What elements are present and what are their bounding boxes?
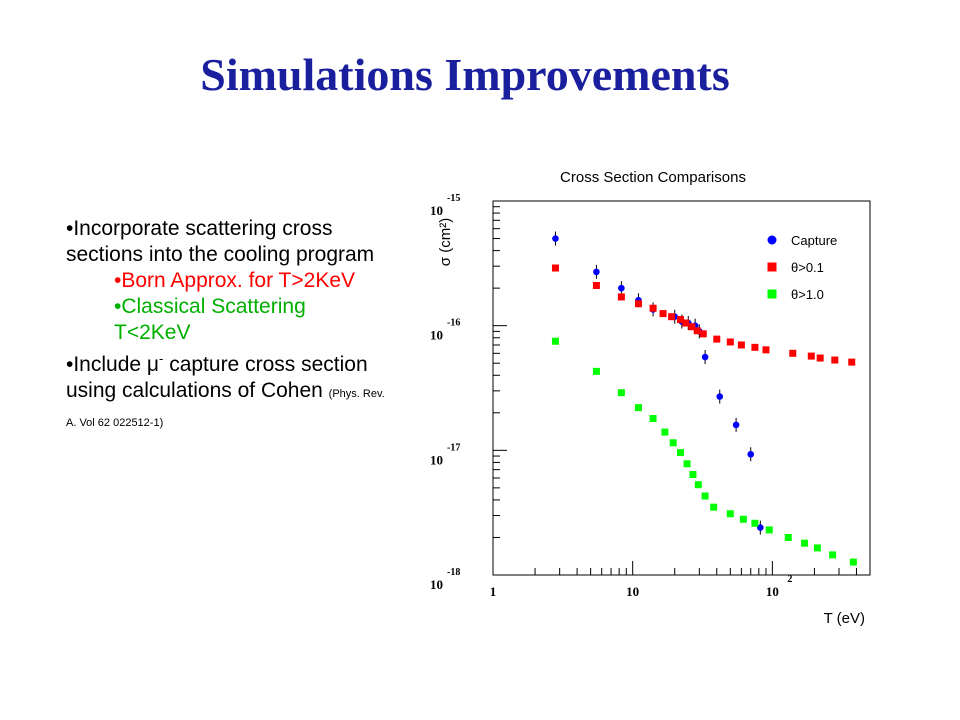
data-point-theta-0-1 [762, 346, 770, 354]
data-point-theta-0-1 [634, 300, 642, 308]
data-point-theta-1-0 [726, 510, 734, 518]
data-point-theta-0-1 [816, 354, 824, 362]
data-point-theta-1-0 [801, 539, 809, 547]
bullet-classical-scattering: •Classical Scattering T<2KeV [114, 295, 306, 344]
x-tick-label: 1 [490, 584, 497, 599]
bullet-capture-text: capture cross section using calculations… [66, 353, 368, 402]
data-point-theta-0-1 [659, 310, 667, 318]
mu-symbol: μ [146, 353, 160, 376]
bullet-list: •Incorporate scattering cross sections i… [66, 216, 386, 436]
data-point-capture [701, 353, 709, 361]
legend-marker-theta-1-0 [767, 289, 777, 299]
data-point-theta-1-0 [813, 544, 821, 552]
data-point-theta-0-1 [699, 330, 707, 338]
data-point-theta-1-0 [551, 337, 559, 345]
data-point-theta-0-1 [751, 343, 759, 351]
bullet-capture-prefix: •Include [66, 353, 147, 376]
bullet-capture-reference: (Phys. Rev. A. Vol 62 022512-1) [66, 388, 385, 429]
y-tick-exponent: -15 [447, 193, 460, 204]
data-point-theta-1-0 [677, 449, 685, 457]
y-tick-exponent: -17 [447, 442, 460, 453]
data-point-theta-1-0 [829, 551, 837, 559]
data-point-theta-1-0 [634, 404, 642, 412]
bullet-born-approx: •Born Approx. for T>2KeV [114, 269, 356, 292]
y-tick-exponent: -18 [447, 567, 460, 578]
legend-label: Capture [791, 233, 837, 248]
data-point-capture [757, 524, 764, 531]
mu-superscript: - [159, 351, 164, 366]
y-tick-label: 10 [430, 452, 443, 467]
x-tick-exponent: 2 [787, 574, 792, 585]
data-point-theta-1-0 [689, 470, 697, 478]
bullet-scattering: •Incorporate scattering cross sections i… [66, 217, 375, 266]
data-point-theta-0-1 [551, 264, 559, 272]
data-point-theta-1-0 [617, 389, 625, 397]
y-tick-label: 10 [430, 577, 443, 592]
data-point-capture [747, 450, 755, 458]
data-point-theta-1-0 [849, 558, 857, 566]
y-axis-label: σ (cm²) [437, 218, 454, 266]
cross-section-chart: Cross Section Comparisons 10 -15 10 -16 10 -17… [430, 169, 871, 627]
slide-title: Simulations Improvements [200, 49, 730, 100]
data-point-theta-0-1 [726, 338, 734, 346]
data-point-theta-1-0 [683, 460, 691, 468]
data-point-capture [618, 284, 625, 292]
legend-marker-theta-0-1 [767, 262, 777, 272]
data-point-theta-0-1 [807, 352, 815, 360]
x-tick-label: 10 [766, 584, 779, 599]
data-point-theta-0-1 [688, 323, 696, 331]
data-point-theta-0-1 [677, 316, 685, 324]
data-point-theta-1-0 [694, 481, 702, 489]
data-point-theta-0-1 [789, 349, 797, 357]
y-tick-exponent: -16 [447, 318, 460, 329]
legend-label: θ>0.1 [791, 260, 824, 275]
data-point-theta-1-0 [701, 492, 709, 500]
data-point-theta-0-1 [649, 304, 657, 312]
y-tick-label: 10 [430, 203, 443, 218]
data-point-theta-0-1 [592, 281, 600, 289]
data-point-theta-0-1 [831, 356, 839, 364]
data-point-theta-1-0 [649, 415, 657, 423]
data-point-theta-1-0 [784, 533, 792, 541]
data-point-theta-1-0 [710, 503, 718, 511]
legend-marker-capture [767, 235, 777, 245]
data-point-theta-1-0 [669, 439, 677, 447]
data-point-theta-0-1 [713, 335, 721, 343]
data-point-theta-1-0 [661, 428, 669, 436]
plot-frame [492, 200, 871, 576]
x-axis-label: T (eV) [824, 610, 865, 627]
data-point-theta-1-0 [765, 526, 773, 534]
data-point-theta-0-1 [693, 327, 701, 335]
chart-title: Cross Section Comparisons [560, 169, 746, 186]
y-tick-label: 10 [430, 328, 443, 343]
x-tick-label: 10 [626, 584, 639, 599]
data-point-theta-1-0 [592, 367, 600, 375]
data-point-theta-0-1 [682, 319, 690, 327]
data-point-capture [716, 393, 724, 400]
data-point-theta-0-1 [617, 293, 625, 301]
data-point-capture [593, 268, 600, 276]
legend-label: θ>1.0 [791, 287, 824, 302]
data-point-theta-1-0 [751, 519, 759, 527]
data-point-capture [552, 235, 559, 242]
data-point-theta-0-1 [737, 341, 745, 349]
data-point-theta-1-0 [739, 515, 747, 523]
bullet-capture: •Include μ- capture cross section using … [66, 346, 386, 436]
data-point-capture [732, 421, 740, 429]
data-point-theta-0-1 [668, 313, 676, 321]
data-point-theta-0-1 [848, 358, 856, 366]
